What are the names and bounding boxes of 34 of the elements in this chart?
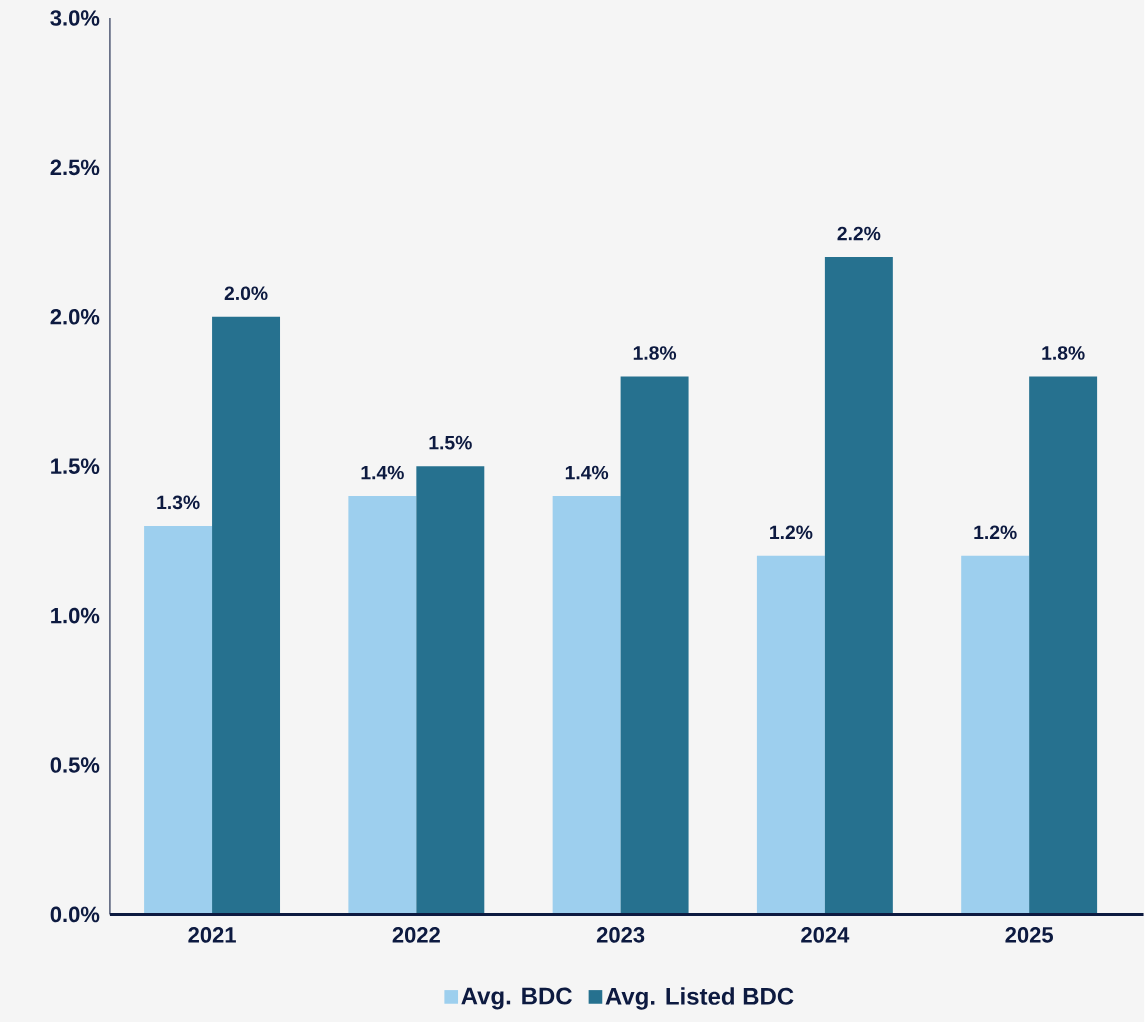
x-tick-label: 2024 [801,926,850,943]
data-label: 1.8% [633,345,677,360]
data-label: 1.2% [770,525,813,539]
data-label: 2.0% [224,286,268,300]
bar [824,256,893,915]
y-tick-label: 0.5% [50,757,100,773]
data-label: 1.5% [429,435,472,450]
bar [961,555,1030,915]
bar [416,466,485,915]
data-label: 1.4% [361,465,404,480]
x-tick-label: 2022 [392,926,440,943]
y-tick-label: 0.0% [50,906,100,923]
legend-label: Avg. BDC [461,987,572,1010]
x-tick-label: 2025 [1005,926,1053,943]
bar [144,525,213,915]
y-tick-label: 2.0% [50,308,100,325]
data-label: 1.2% [974,525,1017,539]
x-tick-label: 2023 [596,926,645,943]
bar [212,316,281,915]
bar [620,376,689,915]
y-tick-label: 2.5% [50,159,100,175]
legend-label: Avg. Listed BDC [605,987,794,1010]
data-label: 1.4% [565,465,609,480]
bar [552,495,621,915]
bar [756,555,825,915]
data-label: 2.2% [837,226,881,241]
y-tick-label: 3.0% [50,10,100,26]
bar [1029,376,1098,915]
data-label: 1.8% [1042,345,1085,360]
y-tick-label: 1.0% [51,607,100,624]
data-label: 1.3% [157,495,200,510]
x-tick-label: 2021 [188,926,236,943]
bar [348,495,417,915]
y-tick-label: 1.5% [51,458,100,474]
